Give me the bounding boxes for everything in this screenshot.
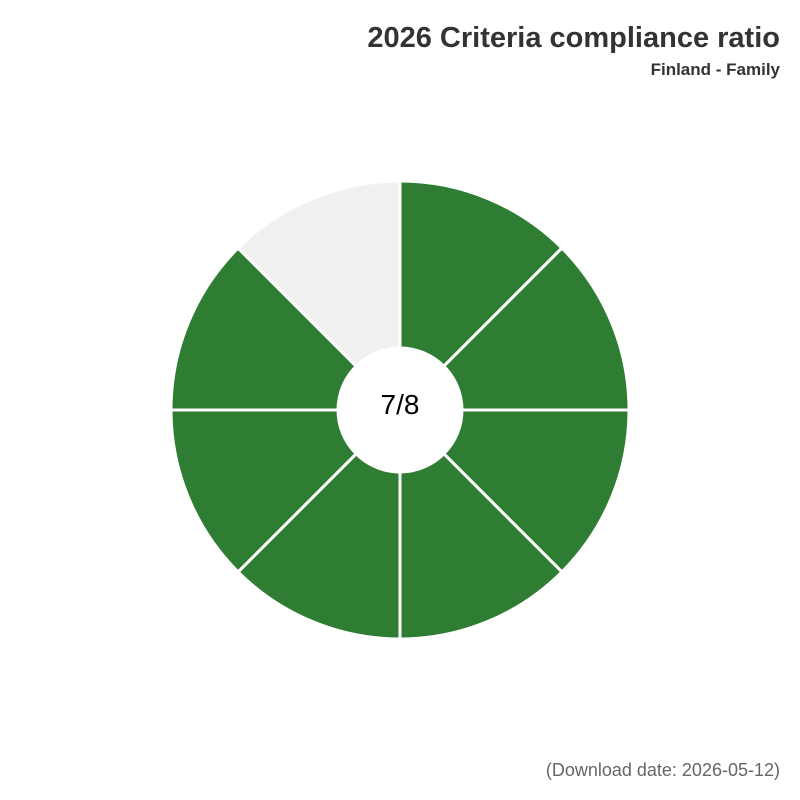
- donut-segment-4-compliant: [398, 452, 564, 641]
- donut-segments: [169, 179, 631, 641]
- donut-segment-6-compliant: [169, 408, 358, 574]
- donut-segment-7-compliant: [169, 246, 358, 412]
- donut-segment-5-compliant: [236, 452, 402, 641]
- chart-title: 2026 Criteria compliance ratio: [367, 22, 780, 54]
- donut-segment-3-compliant: [442, 408, 631, 574]
- chart-subtitle: Finland - Family: [650, 60, 780, 79]
- download-date: (Download date: 2026-05-12): [545, 760, 780, 780]
- center-ratio-label: 7/8: [381, 389, 420, 420]
- donut-segment-1-compliant: [398, 179, 564, 368]
- donut-segment-2-compliant: [442, 246, 631, 412]
- donut-segment-8-not-compliant: [236, 179, 402, 368]
